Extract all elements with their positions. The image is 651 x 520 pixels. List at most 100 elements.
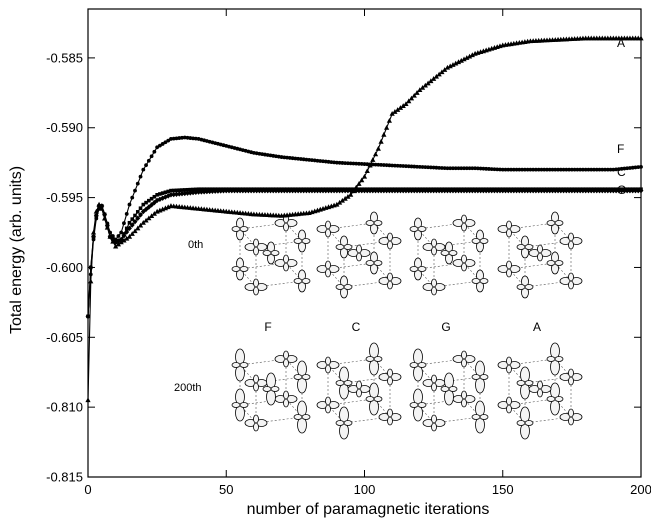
y-tick-label: -0.815 [46,470,83,485]
orbital-lobe [516,284,526,290]
y-tick-label: -0.590 [46,120,83,135]
orbital-lobe [417,402,427,408]
data-point-F [558,167,563,172]
data-point-F [437,165,442,170]
orbital-lobe [293,238,303,244]
data-point-F [597,167,602,172]
orbital-lobe [293,414,303,420]
data-point-F [586,167,591,172]
orbital-lobe [479,414,489,420]
data-point-C [180,188,184,192]
data-point-G [102,211,108,218]
data-point-F [542,167,547,172]
data-point-A [403,101,409,106]
data-point-A [397,105,404,110]
orbital-lobe [471,414,481,420]
data-point-C [163,190,168,195]
data-point-F [567,167,572,172]
orbital-lobe [537,380,543,390]
orbital-lobe [387,408,393,418]
data-point-F [522,167,527,172]
x-tick-label: 100 [354,482,376,497]
data-point-G [135,215,141,221]
orbital-lobe [325,364,331,374]
orbital-lobe [431,382,437,392]
x-tick-label: 150 [492,482,514,497]
data-point-F [312,158,317,163]
data-point-C [130,217,135,221]
orbital-lobe [537,244,543,254]
data-point-F [346,161,350,166]
x-axis-label: number of paramagnetic iterations [247,501,490,518]
data-point-F [365,162,370,167]
data-point-F [135,181,140,186]
data-point-F [340,161,345,165]
orbital-lobe [343,420,353,426]
data-point-F [415,164,419,169]
orbital-lobe [356,388,362,398]
data-point-F [464,166,469,171]
orbital-lobe [387,416,393,426]
data-point-G [149,202,155,208]
orbital-lobe [524,420,534,426]
data-point-A [386,117,392,123]
orbital-lobe [568,232,574,242]
data-point-F [384,163,389,168]
data-point-A [137,222,144,228]
data-point-F [133,188,137,193]
data-point-F [357,161,361,166]
data-point-F [550,167,555,172]
data-point-F [475,166,480,171]
data-point-A [442,67,448,72]
orbital-lobe [365,356,375,362]
data-point-F [299,157,303,161]
orbital-lobe [253,422,259,432]
orbital-lobe [461,222,467,232]
series-G [85,187,644,320]
data-point-A [345,193,351,199]
orbital-lobe [506,220,512,230]
orbital-lobe [343,284,353,290]
data-point-C [194,187,198,192]
data-point-F [376,162,381,167]
data-point-F [625,166,630,171]
data-point-A [458,57,464,63]
orbital-lobe [325,268,331,278]
orbital-lobe [479,278,489,284]
orbital-lobe [546,396,556,402]
data-point-F [282,155,287,160]
data-point-F [152,149,157,154]
orbital-lobe [387,240,393,250]
data-point-F [594,167,599,172]
data-point-A [395,107,401,112]
data-point-C [144,200,148,205]
data-point-F [130,195,135,200]
orbital-lobe [440,250,450,256]
orbital-lobe [239,266,249,272]
data-point-F [337,160,342,165]
orbital-lobe [516,380,526,386]
inset-col-label-F: F [264,320,271,334]
data-point-F [155,145,160,150]
data-point-C [174,188,179,193]
data-point-F [296,156,301,161]
orbital-lobe [325,356,331,366]
data-point-A [135,225,141,231]
data-point-F [138,174,143,179]
orbital-lobe [283,262,289,272]
data-point-F [362,162,367,166]
data-point-C [155,193,159,197]
orbital-lobe [471,238,481,244]
data-point-A [129,231,135,236]
data-point-F [141,167,146,172]
data-point-F [373,162,378,167]
orbital-lobe [568,408,574,418]
data-point-F [442,166,447,171]
data-point-G [110,236,116,243]
orbital-lobe [516,244,526,250]
data-point-A [447,63,453,69]
orbital-lobe [431,246,437,256]
data-point-C [133,213,137,218]
orbital-lobe [431,238,437,248]
orbital-lobe [568,376,574,386]
